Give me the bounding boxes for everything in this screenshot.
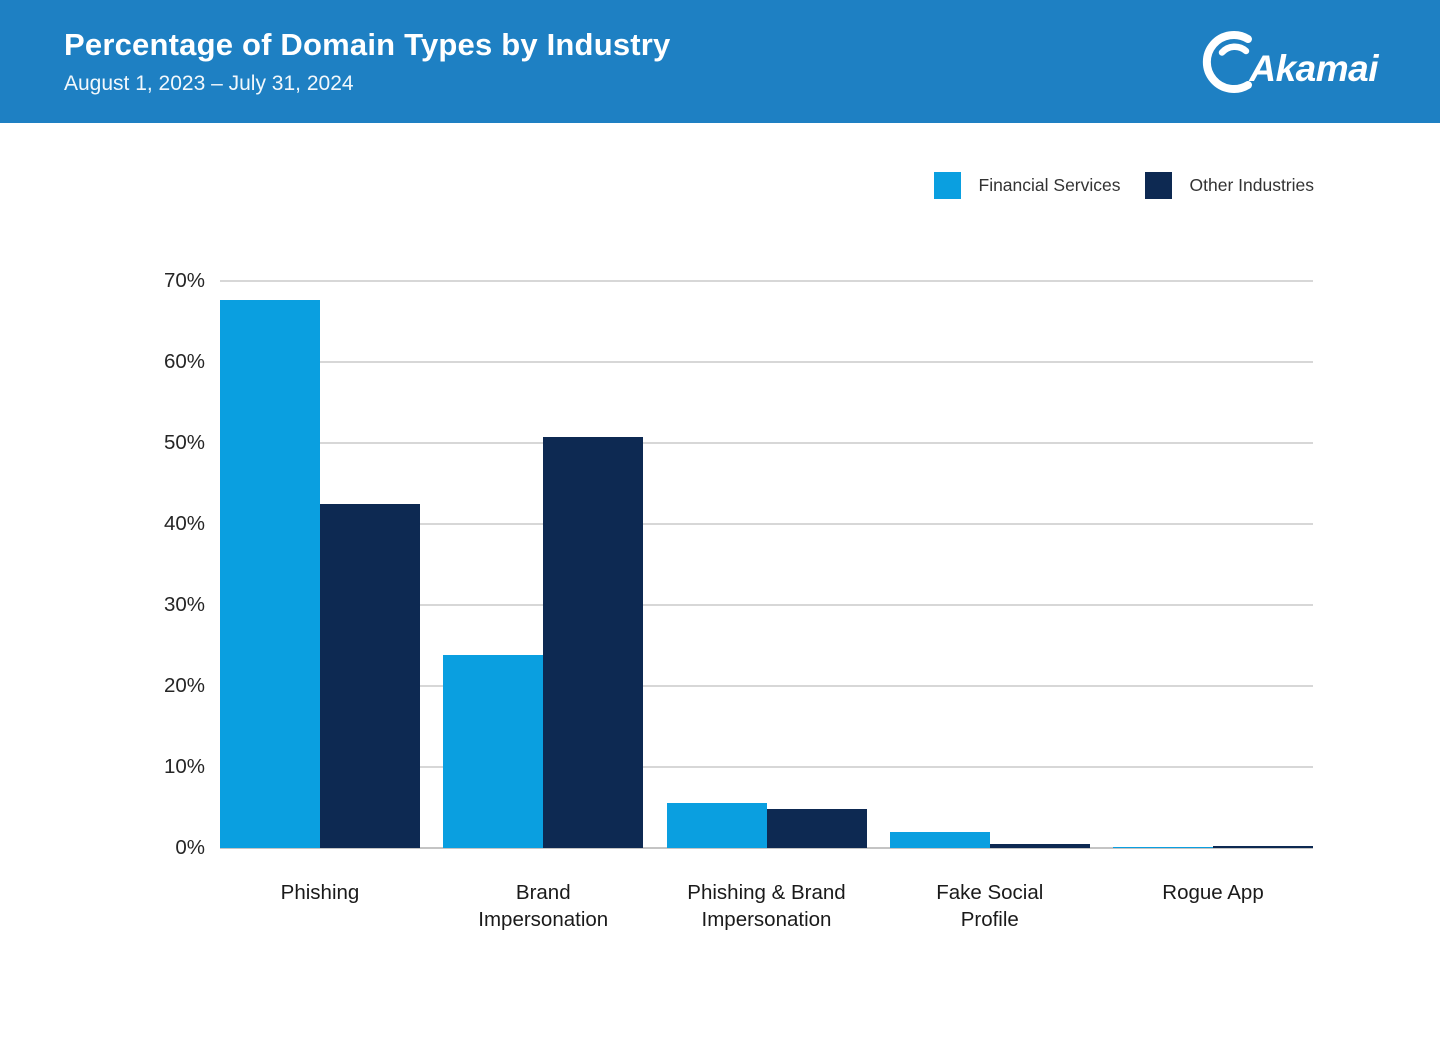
y-tick-label-10: 10% <box>163 755 205 778</box>
bar-financial-services-brand-impersonation <box>443 655 544 848</box>
header-banner: Percentage of Domain Types by Industry A… <box>0 0 1440 123</box>
bar-other-industries-brand-impersonation <box>543 436 644 848</box>
legend-swatch <box>1144 172 1172 199</box>
legend-item-other-industries: Other Industries <box>1144 172 1315 199</box>
x-category-label-line: Rogue App <box>1162 881 1264 904</box>
akamai-logo-text: Akamai <box>1249 47 1378 89</box>
gridline-60pct <box>220 361 1313 363</box>
y-tick-label-0: 0% <box>175 836 205 859</box>
gridline-10pct <box>220 766 1313 768</box>
bar-financial-services-fake-social-profile <box>889 831 990 848</box>
x-category-label-line: Fake Social <box>936 881 1044 904</box>
bar-financial-services-rogue-app <box>1113 847 1213 848</box>
x-axis-line <box>220 847 1313 849</box>
y-tick-label-50: 50% <box>163 431 205 454</box>
legend-label: Financial Services <box>978 175 1121 195</box>
y-tick-label-40: 40% <box>163 512 205 535</box>
x-category-label-line: Profile <box>960 908 1019 931</box>
x-category-label-phishing-brand-impersonation: Phishing & Brand Impersonation <box>627 879 907 933</box>
gridline-20pct <box>220 685 1313 687</box>
bar-other-industries-rogue-app <box>1213 845 1313 848</box>
x-category-label-line: Phishing & Brand <box>687 881 846 904</box>
legend-swatch <box>933 172 961 199</box>
x-category-label-line: Impersonation <box>701 908 832 931</box>
akamai-logo: Akamai <box>1197 29 1378 95</box>
x-category-label-line: Impersonation <box>478 908 609 931</box>
akamai-swoosh-icon <box>1197 29 1263 95</box>
gridline-30pct <box>220 604 1313 606</box>
bar-other-industries-phishing-brand-impersonation <box>766 809 867 848</box>
x-category-label-brand-impersonation: Brand Impersonation <box>403 879 683 933</box>
legend: Financial Services Other Industries <box>933 172 1315 199</box>
bar-other-industries-fake-social-profile <box>989 843 1090 848</box>
header-text: Percentage of Domain Types by Industry A… <box>64 27 671 96</box>
legend-label: Other Industries <box>1189 175 1315 195</box>
bar-other-industries-phishing <box>320 503 420 848</box>
bar-financial-services-phishing-brand-impersonation <box>666 802 767 848</box>
x-category-label-rogue-app: Rogue App <box>1073 879 1353 906</box>
x-category-label-fake-social-profile: Fake Social Profile <box>850 879 1130 933</box>
x-category-label-line: Brand <box>515 881 571 904</box>
x-category-label-phishing: Phishing <box>180 879 460 906</box>
bar-financial-services-phishing <box>220 299 320 848</box>
page-title: Percentage of Domain Types by Industry <box>64 27 671 62</box>
legend-item-financial-services: Financial Services <box>933 172 1121 199</box>
y-tick-label-60: 60% <box>163 350 205 373</box>
date-range: August 1, 2023 – July 31, 2024 <box>64 72 354 95</box>
y-tick-label-70: 70% <box>163 269 205 292</box>
gridline-40pct <box>220 523 1313 525</box>
plot-area <box>220 280 1313 849</box>
gridline-70pct <box>220 280 1313 282</box>
gridline-50pct <box>220 442 1313 444</box>
y-tick-label-30: 30% <box>163 593 205 616</box>
y-tick-label-20: 20% <box>163 674 205 697</box>
x-category-label-line: Phishing <box>280 881 360 904</box>
